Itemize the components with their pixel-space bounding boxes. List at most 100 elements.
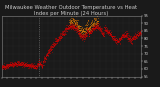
Point — [134, 35, 137, 36]
Point — [6, 66, 9, 67]
Point — [11, 64, 13, 66]
Point — [50, 45, 52, 46]
Point — [26, 64, 29, 66]
Point — [77, 25, 80, 26]
Point — [68, 26, 71, 27]
Point — [81, 26, 84, 28]
Point — [99, 32, 102, 33]
Point — [101, 34, 104, 36]
Point — [111, 37, 114, 39]
Point — [8, 66, 11, 67]
Point — [8, 64, 11, 65]
Point — [84, 31, 87, 33]
Point — [52, 47, 54, 48]
Point — [52, 44, 54, 45]
Point — [95, 27, 97, 28]
Point — [82, 33, 85, 35]
Point — [23, 65, 26, 66]
Point — [65, 27, 67, 29]
Point — [40, 66, 43, 67]
Point — [28, 63, 30, 65]
Point — [32, 66, 35, 67]
Point — [62, 34, 65, 36]
Point — [41, 64, 43, 66]
Point — [71, 28, 74, 29]
Point — [124, 35, 126, 36]
Point — [98, 24, 100, 25]
Point — [17, 64, 20, 65]
Point — [17, 64, 20, 65]
Point — [36, 66, 38, 67]
Point — [101, 32, 104, 34]
Point — [73, 22, 76, 24]
Point — [1, 66, 4, 67]
Point — [91, 23, 94, 24]
Point — [15, 64, 17, 65]
Point — [12, 63, 14, 64]
Point — [124, 31, 127, 32]
Point — [65, 28, 68, 29]
Point — [28, 66, 31, 67]
Point — [87, 19, 89, 20]
Point — [2, 65, 5, 67]
Point — [99, 28, 102, 29]
Point — [70, 27, 72, 28]
Point — [135, 34, 138, 35]
Point — [58, 36, 60, 38]
Point — [131, 36, 134, 37]
Point — [124, 34, 127, 35]
Point — [80, 30, 83, 31]
Point — [9, 64, 12, 65]
Point — [80, 35, 82, 36]
Point — [134, 36, 136, 38]
Point — [79, 25, 81, 27]
Point — [55, 38, 57, 40]
Point — [41, 64, 44, 65]
Point — [76, 30, 78, 31]
Point — [85, 33, 88, 34]
Point — [15, 62, 17, 64]
Point — [34, 67, 36, 68]
Point — [9, 61, 12, 63]
Point — [96, 21, 99, 22]
Point — [80, 33, 82, 34]
Point — [104, 29, 106, 30]
Point — [21, 62, 24, 63]
Point — [124, 34, 127, 36]
Point — [71, 19, 73, 20]
Point — [47, 50, 50, 51]
Point — [83, 35, 85, 37]
Point — [39, 63, 42, 65]
Point — [124, 35, 127, 37]
Title: Milwaukee Weather Outdoor Temperature vs Heat Index per Minute (24 Hours): Milwaukee Weather Outdoor Temperature vs… — [5, 5, 137, 16]
Point — [26, 64, 29, 65]
Point — [69, 25, 72, 26]
Point — [121, 35, 123, 36]
Point — [73, 21, 75, 22]
Point — [86, 28, 89, 30]
Point — [26, 63, 28, 64]
Point — [88, 27, 90, 28]
Point — [53, 44, 55, 46]
Point — [18, 64, 21, 65]
Point — [92, 25, 95, 27]
Point — [139, 30, 142, 31]
Point — [88, 35, 90, 36]
Point — [125, 33, 128, 34]
Point — [105, 30, 108, 32]
Point — [92, 27, 94, 29]
Point — [76, 24, 79, 25]
Point — [57, 39, 59, 41]
Point — [1, 66, 4, 68]
Point — [132, 35, 135, 37]
Point — [75, 29, 77, 30]
Point — [109, 32, 112, 33]
Point — [111, 36, 113, 37]
Point — [78, 33, 81, 34]
Point — [58, 37, 61, 39]
Point — [6, 67, 8, 68]
Point — [127, 37, 130, 39]
Point — [24, 62, 26, 64]
Point — [75, 26, 78, 27]
Point — [69, 26, 72, 27]
